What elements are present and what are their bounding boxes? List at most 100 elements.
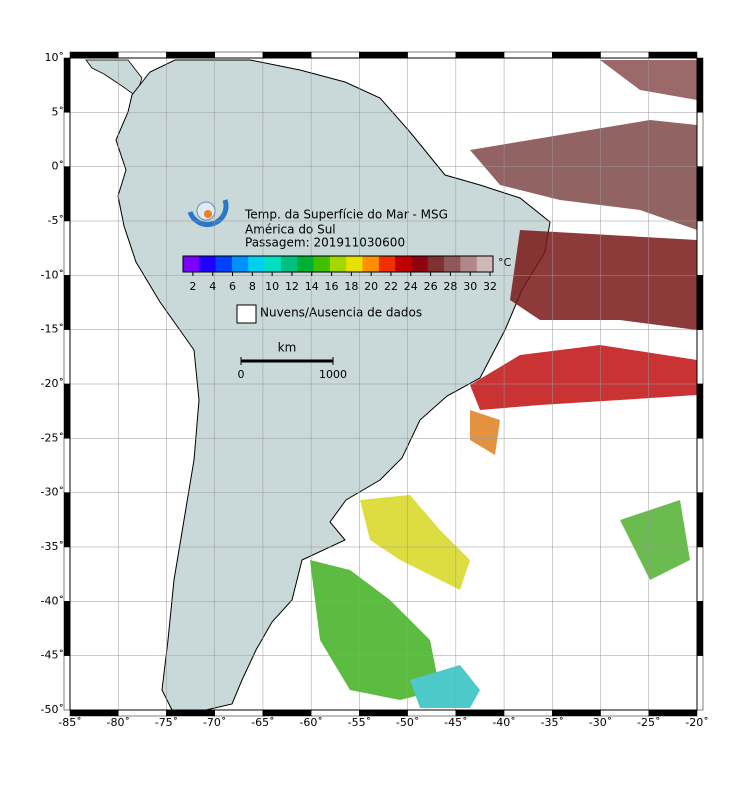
x-tick-label: -50˚ <box>396 716 419 729</box>
central-america <box>85 59 143 97</box>
colorbar-swatch <box>264 256 282 272</box>
frame-segment <box>552 709 601 717</box>
y-tick-label: -10˚ <box>41 268 64 281</box>
frame-segment <box>696 275 704 330</box>
frame-segment <box>63 655 71 711</box>
frame-segment <box>696 546 704 602</box>
x-tick-label: -75˚ <box>155 716 178 729</box>
colorbar-tick-label: 12 <box>285 280 299 293</box>
frame-segment <box>600 709 650 717</box>
frame-segment <box>69 51 119 59</box>
colorbar-swatch <box>183 256 200 272</box>
frame-segment <box>359 709 408 717</box>
colorbar-swatch <box>362 256 380 272</box>
colorbar-tick-label: 32 <box>483 280 497 293</box>
x-tick-label: -25˚ <box>637 716 660 729</box>
colorbar-swatch <box>476 256 494 272</box>
colorbar-swatch <box>280 256 298 272</box>
colorbar-tick-label: 22 <box>384 280 398 293</box>
frame-segment <box>407 51 457 59</box>
colorbar-tick-label: 18 <box>344 280 358 293</box>
cloud-legend: Nuvens/Ausencia de dados <box>260 306 422 320</box>
frame-segment <box>696 655 704 711</box>
frame-segment <box>407 709 457 717</box>
frame-segment <box>63 220 71 276</box>
scalebar-label: 0 <box>238 368 245 381</box>
frame-segment <box>63 492 71 548</box>
colorbar-swatch <box>395 256 412 272</box>
title-line: América do Sul <box>245 223 336 237</box>
colorbar-swatch <box>313 256 331 272</box>
logo-dot <box>204 210 212 218</box>
y-tick-label: 0˚ <box>52 160 65 173</box>
frame-segment <box>117 51 167 59</box>
y-tick-label: -25˚ <box>41 431 64 444</box>
x-tick-label: -70˚ <box>203 716 226 729</box>
colorbar-border <box>182 255 494 273</box>
title-line: Temp. da Superfície do Mar - MSG <box>244 208 448 222</box>
colorbar-tick-label: 2 <box>189 280 196 293</box>
frame-segment <box>600 51 650 59</box>
y-tick-label: 10˚ <box>45 51 65 64</box>
scalebar-label: 1000 <box>319 368 347 381</box>
colorbar-tick-label: 30 <box>463 280 477 293</box>
x-tick-label: -60˚ <box>299 716 322 729</box>
frame-segment <box>214 709 264 717</box>
colorbar-tick-label: 14 <box>305 280 319 293</box>
frame-segment <box>166 51 215 59</box>
colorbar-tick-label: 20 <box>364 280 378 293</box>
frame-segment <box>696 329 704 385</box>
colorbar-swatch <box>297 256 315 272</box>
y-tick-label: -15˚ <box>41 323 64 336</box>
frame-segment <box>455 709 505 717</box>
colorbar-unit: °C <box>498 256 512 269</box>
y-tick-label: -45˚ <box>41 649 64 662</box>
colorbar-swatch <box>199 256 217 272</box>
frame-segment <box>503 709 553 717</box>
x-tick-label: -30˚ <box>589 716 612 729</box>
frame-segment <box>310 709 360 717</box>
frame-segment <box>648 709 698 717</box>
colorbar-swatch <box>346 256 363 272</box>
frame-segment <box>262 709 312 717</box>
frame-segment <box>63 383 71 439</box>
frame-segment <box>503 51 553 59</box>
colorbar-swatch <box>460 256 478 272</box>
x-tick-label: -45˚ <box>444 716 467 729</box>
x-tick-label: -40˚ <box>492 716 515 729</box>
frame-segment <box>214 51 264 59</box>
colorbar-swatch <box>231 256 249 272</box>
frame-segment <box>696 438 704 493</box>
frame-segment <box>359 51 408 59</box>
sst-green-east <box>620 500 690 580</box>
x-tick-label: -80˚ <box>106 716 129 729</box>
y-tick-label: -40˚ <box>41 594 64 607</box>
frame-segment <box>63 329 71 385</box>
frame-segment <box>696 492 704 548</box>
frame-segment <box>166 709 215 717</box>
x-tick-label: -65˚ <box>251 716 274 729</box>
colorbar-tick-label: 24 <box>404 280 418 293</box>
cloud-swatch <box>236 304 257 324</box>
frame-segment <box>648 51 698 59</box>
frame-segment <box>455 51 505 59</box>
colorbar-swatch <box>215 256 233 272</box>
y-tick-label: -20˚ <box>41 377 64 390</box>
frame-segment <box>696 601 704 656</box>
frame-segment <box>696 112 704 167</box>
colorbar-tick-label: 28 <box>443 280 457 293</box>
y-tick-label: -35˚ <box>41 540 64 553</box>
colorbar-tick-label: 4 <box>209 280 216 293</box>
frame-segment <box>63 438 71 493</box>
colorbar-tick-label: 6 <box>229 280 236 293</box>
frame-segment <box>696 383 704 439</box>
colorbar-swatch <box>378 256 396 272</box>
scalebar-unit: km <box>278 341 297 355</box>
frame-segment <box>63 112 71 167</box>
colorbar-swatch <box>411 256 429 272</box>
sst-cyan <box>410 665 480 708</box>
x-tick-label: -85˚ <box>58 716 81 729</box>
y-tick-label: -5˚ <box>48 214 64 227</box>
colorbar-swatch <box>444 256 461 272</box>
